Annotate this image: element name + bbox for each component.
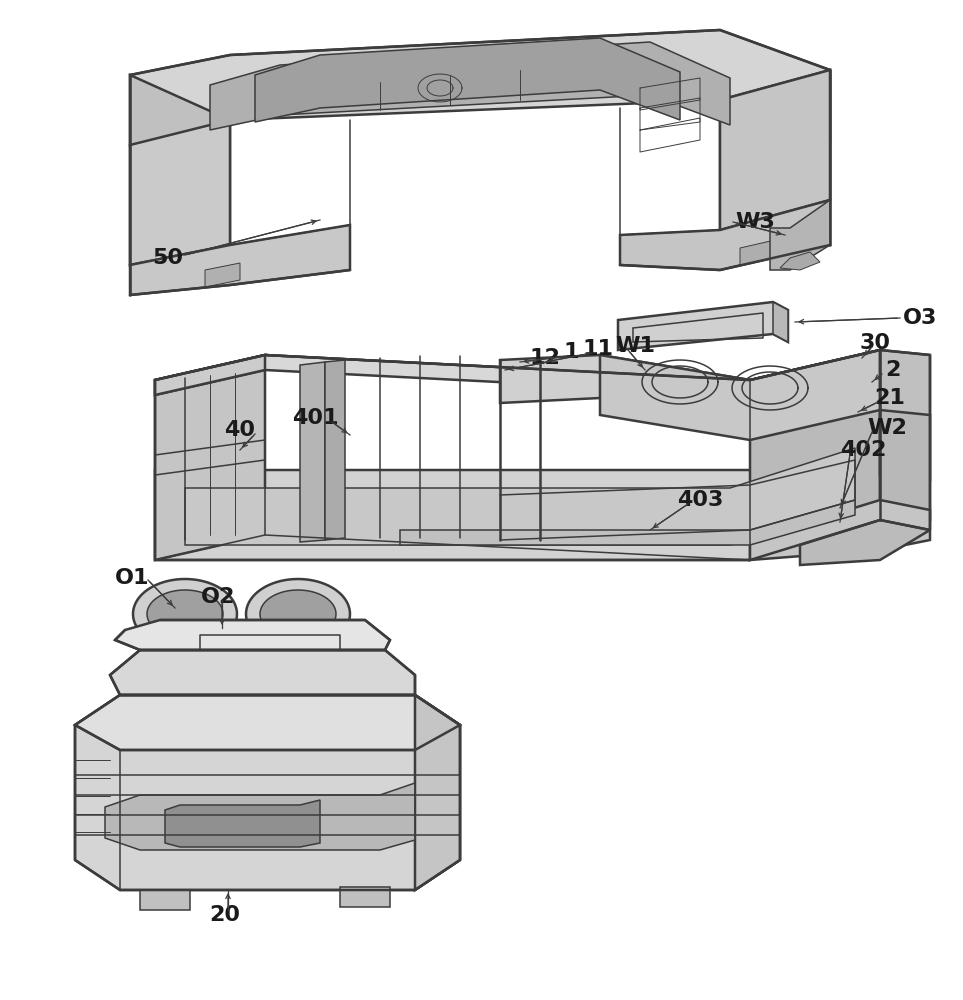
Text: 11: 11 bbox=[583, 339, 613, 359]
Polygon shape bbox=[155, 350, 880, 395]
Text: 30: 30 bbox=[860, 333, 891, 353]
Polygon shape bbox=[185, 448, 855, 545]
Polygon shape bbox=[415, 695, 460, 890]
Text: 20: 20 bbox=[210, 905, 241, 925]
Polygon shape bbox=[133, 579, 237, 649]
Polygon shape bbox=[740, 240, 775, 265]
Text: 50: 50 bbox=[152, 248, 184, 268]
Text: 401: 401 bbox=[292, 408, 338, 428]
Text: 403: 403 bbox=[677, 490, 723, 510]
Polygon shape bbox=[246, 579, 350, 649]
Text: O1: O1 bbox=[115, 568, 149, 588]
Polygon shape bbox=[500, 355, 750, 420]
Polygon shape bbox=[780, 252, 820, 270]
Polygon shape bbox=[880, 350, 930, 480]
Polygon shape bbox=[260, 590, 336, 638]
Text: 2: 2 bbox=[885, 360, 900, 380]
Text: 1: 1 bbox=[563, 342, 579, 362]
Polygon shape bbox=[255, 38, 680, 122]
Text: 40: 40 bbox=[224, 420, 255, 440]
Polygon shape bbox=[773, 302, 788, 342]
Polygon shape bbox=[800, 520, 930, 565]
Polygon shape bbox=[105, 783, 415, 850]
Polygon shape bbox=[75, 695, 460, 890]
Polygon shape bbox=[620, 200, 830, 270]
Polygon shape bbox=[325, 360, 345, 540]
Polygon shape bbox=[618, 302, 788, 350]
Polygon shape bbox=[165, 800, 320, 847]
Polygon shape bbox=[880, 410, 930, 520]
Polygon shape bbox=[210, 42, 730, 130]
Polygon shape bbox=[75, 695, 460, 750]
Polygon shape bbox=[400, 500, 855, 545]
Text: W1: W1 bbox=[615, 336, 655, 356]
Polygon shape bbox=[155, 355, 265, 395]
Text: O3: O3 bbox=[903, 308, 937, 328]
Polygon shape bbox=[205, 263, 240, 287]
Polygon shape bbox=[130, 225, 350, 295]
Text: O2: O2 bbox=[201, 587, 235, 607]
Polygon shape bbox=[140, 890, 190, 910]
Polygon shape bbox=[720, 70, 830, 230]
Polygon shape bbox=[110, 650, 415, 695]
Polygon shape bbox=[130, 120, 230, 265]
Polygon shape bbox=[130, 75, 230, 265]
Polygon shape bbox=[750, 500, 930, 560]
Text: 12: 12 bbox=[530, 348, 560, 368]
Polygon shape bbox=[600, 350, 880, 440]
Polygon shape bbox=[147, 590, 223, 638]
Text: W3: W3 bbox=[735, 212, 775, 232]
Polygon shape bbox=[115, 620, 390, 650]
Polygon shape bbox=[300, 362, 325, 542]
Polygon shape bbox=[130, 30, 830, 145]
Polygon shape bbox=[155, 355, 265, 560]
Text: 21: 21 bbox=[874, 388, 905, 408]
Polygon shape bbox=[770, 200, 830, 270]
Polygon shape bbox=[720, 70, 830, 230]
Text: W2: W2 bbox=[867, 418, 907, 438]
Polygon shape bbox=[340, 887, 390, 907]
Polygon shape bbox=[750, 350, 880, 560]
Polygon shape bbox=[155, 430, 880, 560]
Text: 402: 402 bbox=[840, 440, 886, 460]
